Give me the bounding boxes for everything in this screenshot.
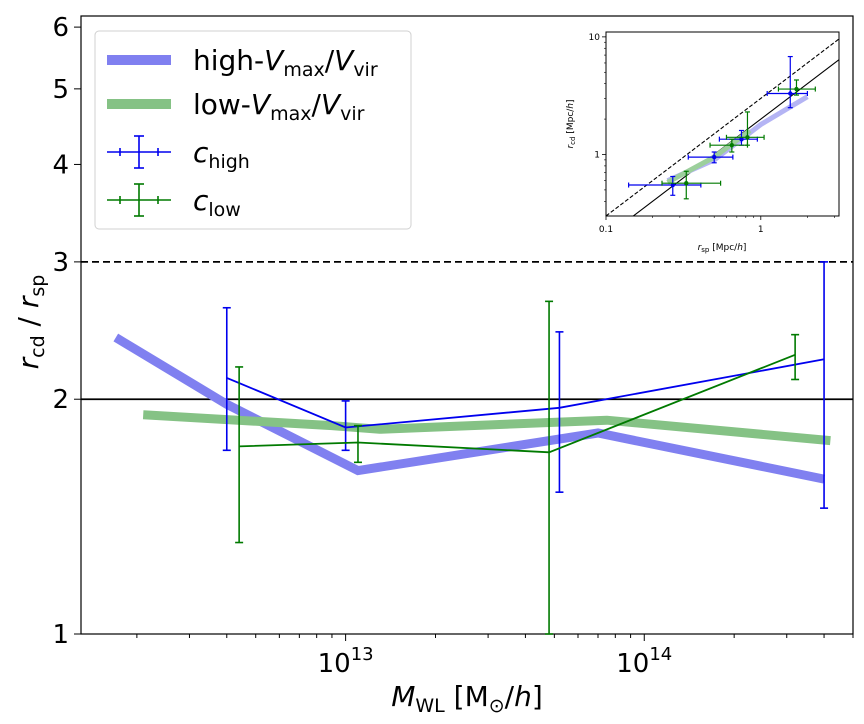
legend-label-c-high: chigh <box>193 136 250 173</box>
y-label-num: r <box>12 356 45 369</box>
inset-point-3-2 <box>745 135 750 140</box>
x-label-sun: ⊙ <box>489 695 505 717</box>
y-label-den: r <box>12 295 45 308</box>
inset-point-3-0 <box>684 181 689 186</box>
series-line-2 <box>226 358 825 429</box>
x-label-h: h <box>514 680 532 713</box>
inset-x-axis-label: rsp [Mpc/h] <box>698 243 747 254</box>
x-label-unit-open: [M <box>445 680 489 713</box>
y-tick-label-5: 6 <box>52 13 69 43</box>
x-tick-label-1: 1014 <box>616 644 672 679</box>
main-plot-frame <box>80 15 854 635</box>
legend-label-high-band: high-Vmax/Vvir <box>193 44 378 81</box>
inset-point-2-3 <box>788 91 793 96</box>
series-band-1 <box>142 410 831 446</box>
inset-background <box>606 32 839 216</box>
inset-y-axis-label: rcd [Mpc/h] <box>566 99 577 148</box>
series-line-3 <box>239 353 796 454</box>
x-axis-label: MWL [M⊙/h] <box>391 680 543 717</box>
inset-point-2-2 <box>739 136 744 142</box>
y-tick-label-3: 4 <box>52 150 69 180</box>
x-label-sub: WL <box>415 695 445 717</box>
inset-x-tick-label-0: 0.1 <box>599 225 613 235</box>
series-band-0 <box>113 333 825 484</box>
inset-plot: 0.1 1 1 10 rsp [Mpc/h] rcd [Mpc/h] <box>566 31 840 254</box>
inset-x-tick-label-1: 1 <box>758 225 764 235</box>
x-label-end: ] <box>532 680 543 713</box>
x-label-symbol: M <box>391 680 415 713</box>
inset-point-3-1 <box>729 142 735 148</box>
legend-box <box>94 30 412 230</box>
legend-swatch-c-low <box>107 183 171 217</box>
inset-reference-line-0 <box>606 38 839 216</box>
y-tick-label-4: 5 <box>52 75 69 105</box>
y-label-den-sub: sp <box>27 275 49 297</box>
y-tick-label-0: 1 <box>52 620 69 650</box>
inset-frame <box>605 31 840 217</box>
y-label-num-sub: cd <box>27 335 49 358</box>
inset-point-3-3 <box>794 86 799 92</box>
inset-point-2-1 <box>712 154 717 160</box>
y-axis-label: rcd / rsp <box>12 275 49 370</box>
legend-label-low-band: low-Vmax/Vvir <box>193 88 365 125</box>
y-tick-label-1: 2 <box>52 385 69 415</box>
inset-y-tick-label-0: 1 <box>594 150 600 160</box>
x-label-slash: / <box>505 680 515 713</box>
inset-point-2-0 <box>670 182 675 188</box>
x-tick-label-0: 1013 <box>318 644 374 679</box>
y-tick-label-2: 3 <box>52 248 69 278</box>
inset-y-tick-label-1: 10 <box>589 33 601 43</box>
legend: high-Vmax/Vvir low-Vmax/Vvir chigh clow <box>94 30 412 230</box>
legend-label-c-low: clow <box>193 184 241 221</box>
legend-swatch-c-high <box>107 135 171 169</box>
y-label-slash: / <box>12 308 45 335</box>
